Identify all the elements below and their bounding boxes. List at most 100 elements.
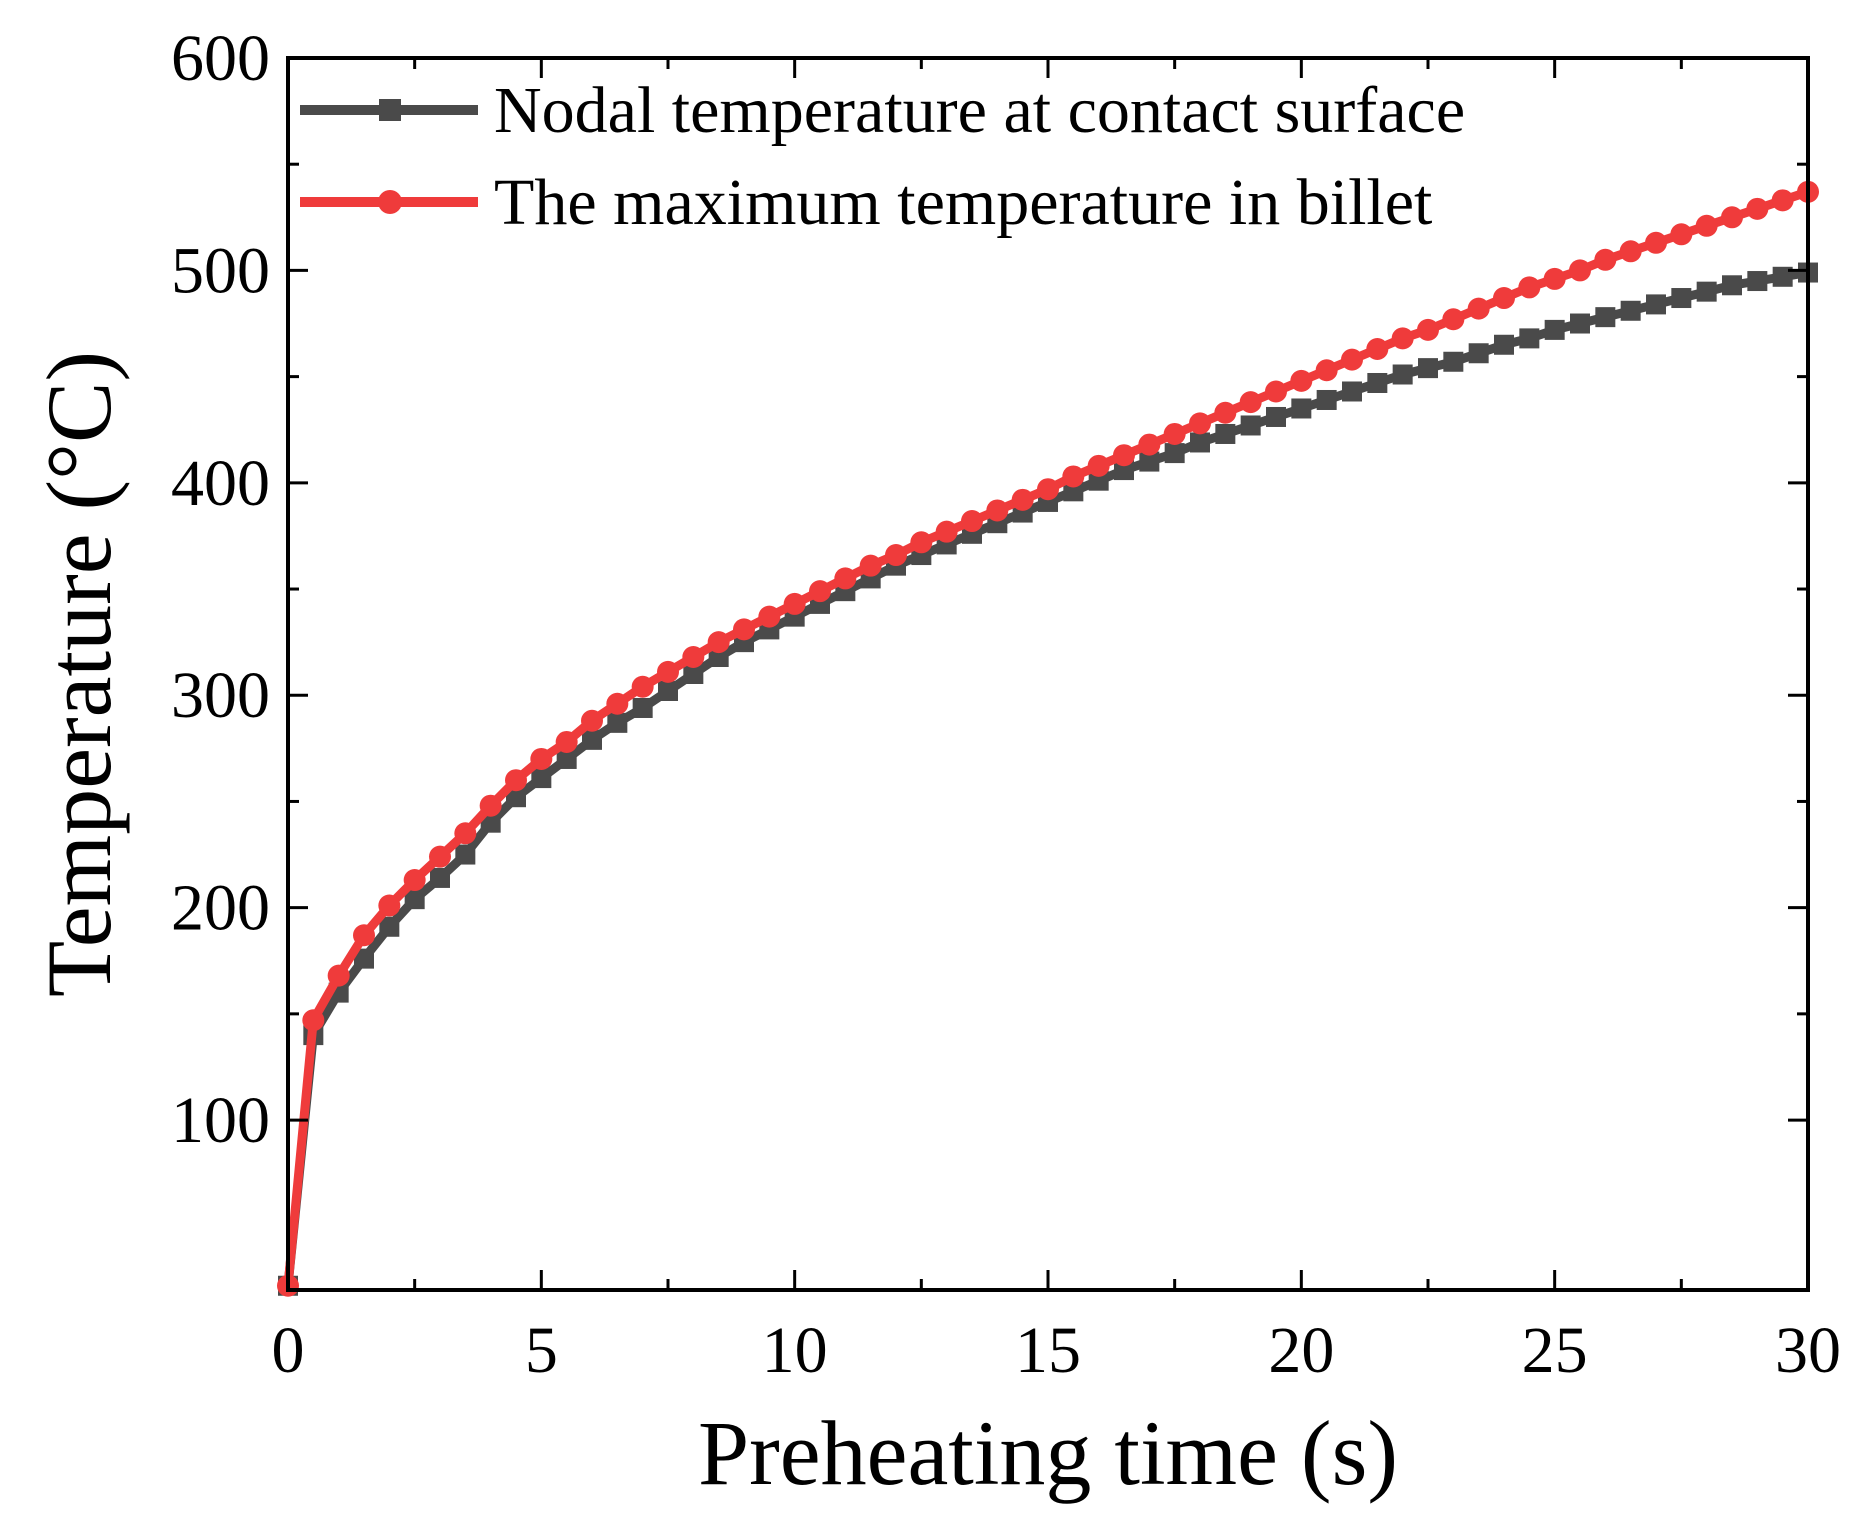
data-point bbox=[353, 924, 375, 947]
data-point bbox=[1417, 318, 1439, 341]
x-tick-label: 5 bbox=[525, 1314, 558, 1387]
data-point bbox=[1088, 470, 1109, 491]
data-point bbox=[1367, 372, 1388, 393]
data-point bbox=[1315, 359, 1338, 382]
data-point bbox=[1467, 297, 1490, 320]
data-point bbox=[327, 964, 350, 987]
data-point bbox=[658, 680, 678, 701]
data-point bbox=[1645, 231, 1667, 254]
data-point bbox=[403, 869, 426, 892]
legend-label: The maximum temperature in billet bbox=[494, 166, 1432, 239]
data-point bbox=[834, 567, 857, 590]
data-point bbox=[1266, 406, 1286, 427]
data-point bbox=[505, 769, 527, 792]
y-tick-label: 100 bbox=[171, 1084, 270, 1157]
data-point bbox=[1494, 334, 1514, 355]
data-point bbox=[1670, 223, 1693, 246]
data-point bbox=[1011, 488, 1034, 511]
series-1 bbox=[278, 262, 1818, 1296]
data-point bbox=[683, 664, 704, 684]
data-point bbox=[530, 747, 553, 770]
data-point bbox=[404, 889, 425, 910]
data-point bbox=[1746, 197, 1769, 220]
data-point bbox=[1214, 401, 1237, 424]
data-point bbox=[910, 531, 933, 554]
data-point bbox=[1771, 189, 1794, 212]
data-point bbox=[379, 916, 400, 937]
data-point bbox=[1772, 266, 1793, 287]
data-point bbox=[1468, 343, 1489, 364]
data-point bbox=[1164, 443, 1185, 464]
data-point bbox=[506, 787, 526, 808]
plot-frame bbox=[286, 56, 1810, 1292]
data-point bbox=[657, 660, 679, 683]
data-point bbox=[1391, 327, 1414, 350]
data-point bbox=[1493, 287, 1515, 310]
data-point bbox=[1442, 308, 1465, 331]
data-point bbox=[1063, 481, 1084, 502]
data-point bbox=[378, 894, 401, 917]
data-point bbox=[1443, 351, 1464, 372]
data-point bbox=[1139, 451, 1160, 472]
data-point bbox=[1265, 380, 1287, 403]
data-point bbox=[1595, 307, 1616, 328]
data-point bbox=[606, 692, 629, 715]
x-tick-label: 10 bbox=[762, 1314, 828, 1387]
data-point bbox=[632, 697, 653, 718]
data-point bbox=[1570, 313, 1590, 334]
data-point bbox=[1518, 276, 1541, 299]
data-point bbox=[1569, 259, 1591, 282]
legend-item: The maximum temperature in billet bbox=[300, 166, 1432, 239]
data-point bbox=[555, 730, 578, 753]
x-tick-label: 15 bbox=[1015, 1314, 1081, 1387]
data-point bbox=[1163, 422, 1186, 445]
data-point bbox=[430, 867, 450, 888]
data-point bbox=[885, 544, 907, 567]
data-point bbox=[1722, 275, 1742, 296]
data-point bbox=[1594, 248, 1617, 271]
data-point bbox=[1671, 288, 1692, 309]
data-point bbox=[1695, 214, 1718, 237]
x-tick-label: 20 bbox=[1268, 1314, 1334, 1387]
data-point bbox=[1291, 398, 1312, 419]
data-point bbox=[733, 618, 755, 641]
data-point bbox=[1543, 267, 1566, 290]
data-point bbox=[1392, 364, 1413, 385]
data-point bbox=[986, 499, 1009, 522]
data-point bbox=[809, 580, 831, 603]
data-point bbox=[1341, 348, 1363, 371]
data-point bbox=[1620, 300, 1641, 321]
data-point bbox=[556, 748, 577, 769]
series-2 bbox=[277, 180, 1819, 1297]
series-line bbox=[283, 187, 1810, 1287]
legend-swatch-marker bbox=[378, 190, 402, 214]
y-tick-label: 500 bbox=[171, 234, 270, 307]
x-axis-title: Preheating time (s) bbox=[698, 1402, 1398, 1504]
y-tick-label: 200 bbox=[171, 872, 270, 945]
data-point bbox=[1342, 381, 1362, 402]
data-point bbox=[708, 647, 729, 668]
data-point bbox=[1114, 460, 1134, 481]
data-point bbox=[707, 631, 730, 654]
x-tick-label: 25 bbox=[1522, 1314, 1588, 1387]
y-tick-label: 300 bbox=[171, 659, 270, 732]
data-point bbox=[935, 520, 958, 543]
data-point bbox=[783, 592, 806, 615]
legend: Nodal temperature at contact surface The … bbox=[300, 74, 1465, 239]
data-point bbox=[454, 822, 477, 845]
legend-label: Nodal temperature at contact surface bbox=[494, 74, 1465, 147]
legend-item: Nodal temperature at contact surface bbox=[300, 74, 1465, 147]
y-tick-label: 600 bbox=[171, 22, 270, 95]
x-tick-label: 30 bbox=[1775, 1314, 1841, 1387]
data-point bbox=[1544, 319, 1565, 340]
axis-ticks: 0 5 10 15 20 25 30 100 200 300 400 500 600 bbox=[171, 22, 1841, 1387]
data-point bbox=[1646, 294, 1666, 315]
data-point bbox=[354, 948, 374, 969]
data-point bbox=[1696, 281, 1717, 302]
data-point bbox=[682, 646, 705, 669]
legend-swatch-marker bbox=[379, 99, 401, 121]
data-point bbox=[1239, 391, 1262, 414]
series-layer bbox=[277, 180, 1819, 1297]
data-point bbox=[1316, 389, 1337, 410]
